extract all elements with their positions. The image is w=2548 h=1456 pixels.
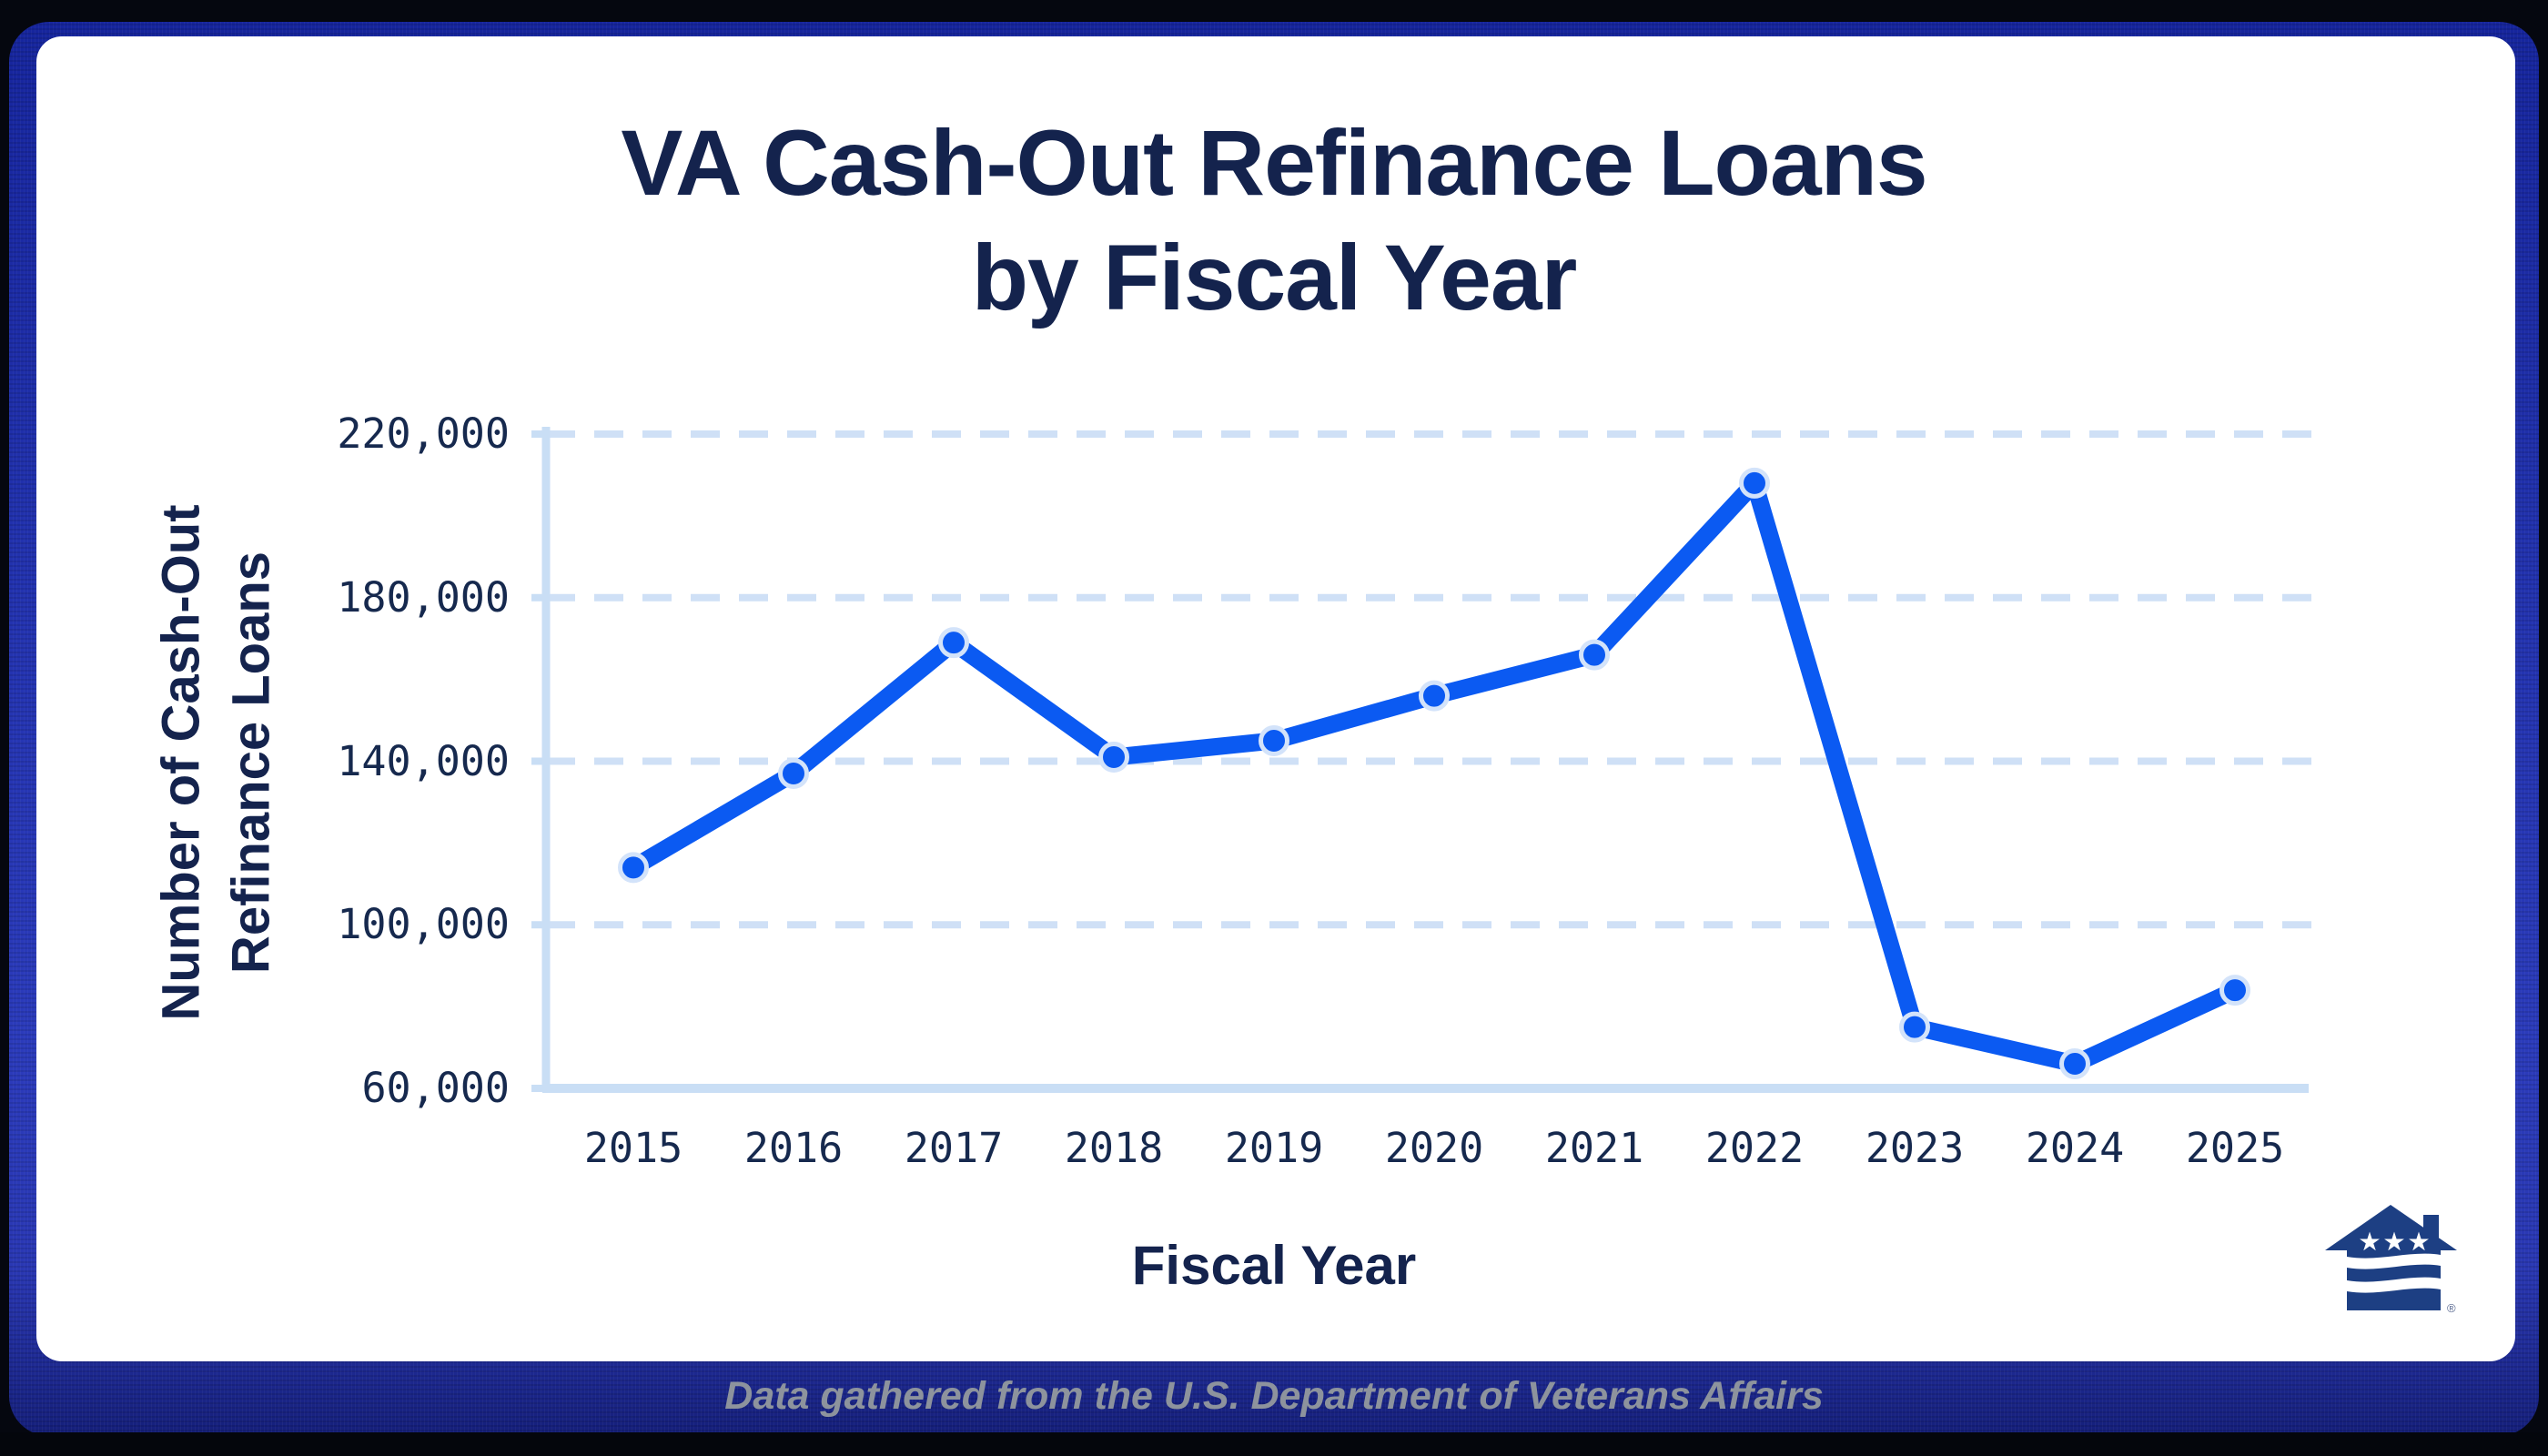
chart-title: VA Cash-Out Refinance Loans by Fiscal Ye… [0, 106, 2548, 336]
bottom-edge-band [0, 1432, 2548, 1456]
chart-title-line1: VA Cash-Out Refinance Loans [621, 111, 1927, 215]
y-tick-label: 100,000 [337, 900, 510, 949]
data-point-2025 [2219, 975, 2250, 1006]
data-point-2020 [1419, 680, 1450, 712]
data-point-2022 [1739, 467, 1770, 499]
data-point-2024 [2059, 1048, 2090, 1080]
x-tick-label: 2024 [2025, 1124, 2125, 1172]
x-tick-label: 2016 [743, 1124, 844, 1172]
x-tick-label: 2023 [1865, 1124, 1965, 1172]
data-point-2015 [618, 852, 649, 884]
logo-registered-mark: ® [2447, 1301, 2456, 1315]
logo-stars-icon [2360, 1231, 2429, 1251]
data-point-2019 [1259, 725, 1289, 757]
chart-card [36, 36, 2515, 1361]
logo-flag-waves-icon [2347, 1250, 2441, 1310]
y-tick-label: 180,000 [337, 572, 510, 622]
x-tick-label: 2025 [2185, 1124, 2285, 1172]
x-tick-label: 2017 [904, 1124, 1004, 1172]
chart-title-line2: by Fiscal Year [971, 226, 1578, 330]
data-point-2018 [1098, 742, 1129, 774]
x-tick-label: 2021 [1544, 1124, 1644, 1172]
data-point-2017 [938, 627, 969, 659]
y-tick-label: 60,000 [361, 1064, 510, 1112]
x-tick-label: 2015 [583, 1124, 683, 1172]
data-point-2023 [1899, 1011, 1930, 1043]
y-tick-label: 220,000 [337, 410, 510, 458]
y-tick-label: 140,000 [337, 736, 510, 785]
data-line-series [624, 474, 2244, 1073]
data-point-2016 [778, 757, 809, 789]
x-tick-label: 2020 [1384, 1124, 1484, 1172]
source-caption: Data gathered from the U.S. Department o… [724, 1374, 1824, 1418]
x-tick-label: 2019 [1224, 1124, 1324, 1172]
x-axis-title: Fiscal Year [1131, 1235, 1417, 1296]
data-point-2021 [1579, 639, 1610, 671]
veterans-united-logo: ® [2325, 1205, 2457, 1315]
x-tick-label: 2022 [1704, 1124, 1805, 1172]
x-tick-label: 2018 [1064, 1124, 1164, 1172]
